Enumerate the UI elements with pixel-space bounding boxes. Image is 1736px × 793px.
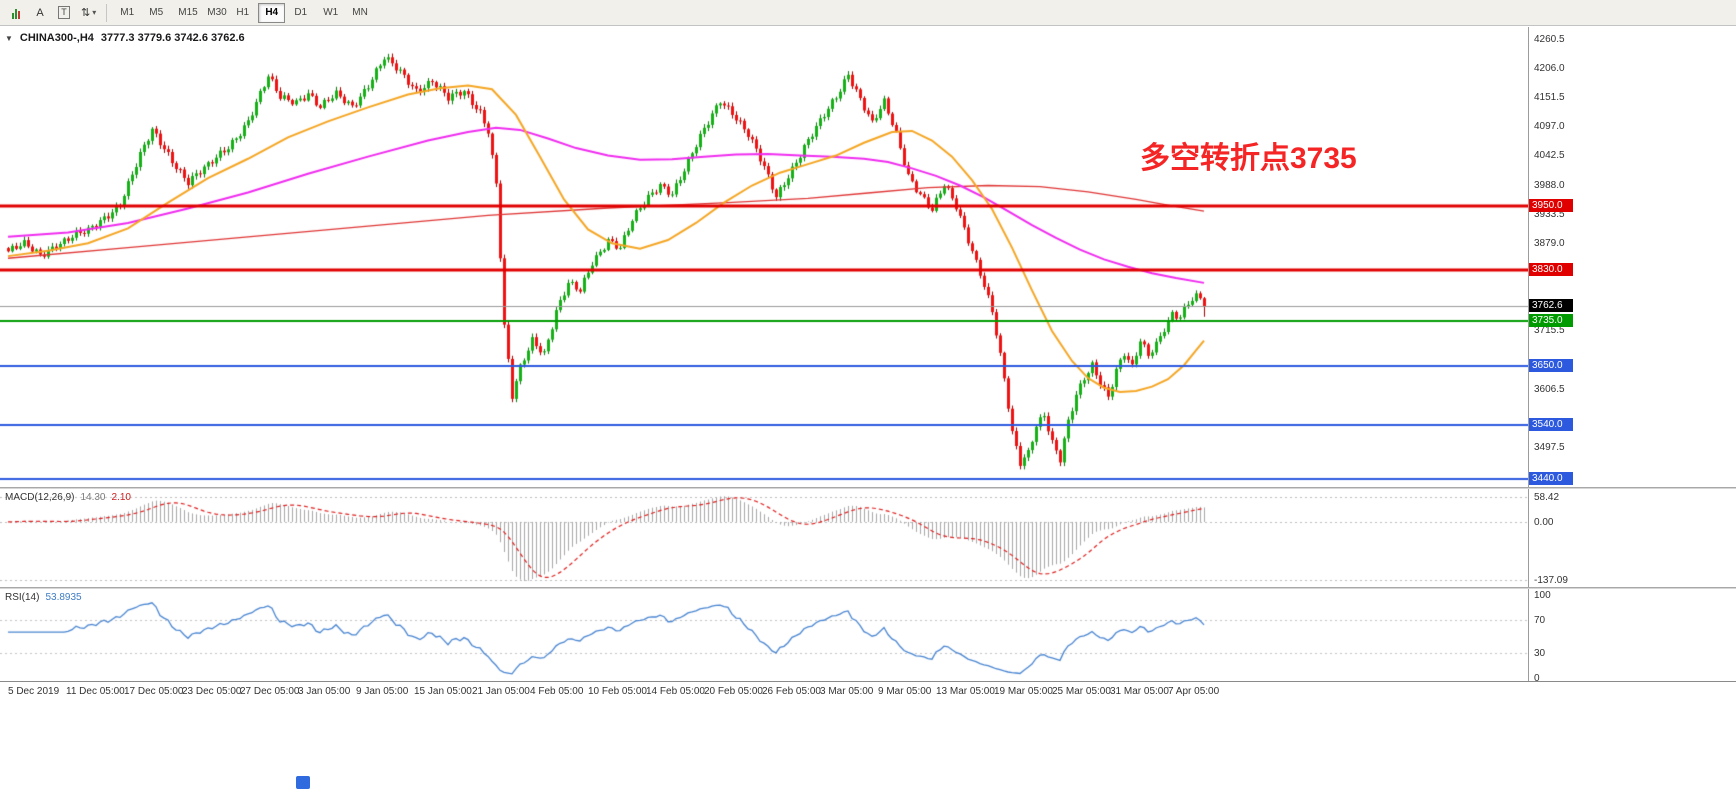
macd-signal-value: 2.10 (111, 492, 131, 503)
macd-scale: 58.42 0.00 -137.09 (1528, 489, 1735, 587)
symbol-period-label: CHINA300-,H4 (19, 32, 94, 44)
time-label: 9 Mar 05:00 (878, 686, 932, 697)
cursor-label: A (36, 6, 44, 19)
macd-label: MACD(12,26,9) (5, 492, 75, 503)
time-label: 21 Jan 05:00 (472, 686, 530, 697)
time-label: 9 Jan 05:00 (356, 686, 409, 697)
rsi-tick: 100 (1534, 589, 1551, 601)
toolbar-separator (106, 3, 108, 22)
price-tick: 3715.5 (1534, 325, 1565, 337)
time-label: 27 Dec 05:00 (240, 686, 300, 697)
time-label: 14 Feb 05:00 (646, 686, 705, 697)
rsi-tick: 30 (1534, 647, 1546, 659)
price-tick: 3988.0 (1534, 179, 1565, 191)
timeframe-button-h1[interactable]: H1 (229, 3, 256, 23)
price-tick: 3606.5 (1534, 383, 1565, 395)
price-tick: 4097.0 (1534, 121, 1565, 133)
macd-tick: 0.00 (1534, 516, 1554, 528)
bar-chart-button[interactable] (5, 3, 27, 23)
level-price-badge: 3540.0 (1529, 418, 1573, 432)
price-tick: 4042.5 (1534, 150, 1565, 162)
timeframe-button-d1[interactable]: D1 (287, 3, 314, 23)
time-label: 11 Dec 05:00 (66, 686, 125, 697)
time-label: 7 Apr 05:00 (1168, 686, 1220, 697)
price-tick: 3879.0 (1534, 237, 1565, 249)
time-axis[interactable]: 5 Dec 2019 11 Dec 05:00 17 Dec 05:00 23 Dec… (0, 681, 1736, 712)
rsi-tick: 0 (1534, 672, 1540, 684)
chevron-down-icon: ▾ (92, 8, 97, 17)
price-tick: 4206.0 (1534, 62, 1565, 74)
annotation-text: 多空转折点3735 (1140, 142, 1357, 175)
rsi-label: RSI(14) (5, 592, 40, 603)
level-price-badge: 3830.0 (1529, 263, 1573, 277)
level-price-badge: 3440.0 (1529, 471, 1573, 485)
footer-area (0, 712, 1736, 793)
time-label: 3 Mar 05:00 (820, 686, 874, 697)
price-scale[interactable]: 4260.5 4206.0 4151.5 4097.0 4042.5 3988.0 3933… (1528, 27, 1735, 487)
level-price-badge: 3735.0 (1529, 313, 1573, 327)
price-chart-panel[interactable]: ▼ CHINA300-,H4 3777.3 3779.6 3742.6 3762… (0, 27, 1736, 487)
time-label: 4 Feb 05:00 (530, 686, 584, 697)
time-label: 25 Mar 05:00 (1052, 686, 1111, 697)
bar-chart-icon (11, 7, 21, 19)
text-tool-button[interactable]: T (53, 3, 75, 23)
level-price-badge: 3650.0 (1529, 359, 1573, 373)
scale-icon: ⇅ (81, 7, 91, 19)
current-price-badge: 3762.6 (1529, 299, 1573, 313)
macd-tick: 58.42 (1534, 492, 1560, 504)
time-label: 31 Mar 05:00 (1110, 686, 1169, 697)
panel-splitter[interactable] (0, 487, 1736, 489)
rsi-scale: 100 70 30 0 (1528, 589, 1735, 684)
timeframe-button-m15[interactable]: M15 (171, 3, 198, 23)
time-label: 13 Mar 05:00 (936, 686, 995, 697)
ohlc-values: 3777.3 3779.6 3742.6 3762.6 (100, 32, 245, 44)
price-tick: 4151.5 (1534, 92, 1565, 104)
panel-splitter[interactable] (0, 587, 1736, 589)
chart-title: ▼ CHINA300-,H4 3777.3 3779.6 3742.6 3762… (5, 32, 245, 44)
timeframe-button-m5[interactable]: M5 (142, 3, 169, 23)
text-tool-icon: T (58, 6, 70, 19)
rsi-title: RSI(14) 53.8935 (5, 592, 82, 603)
toolbar: A T ⇅ ▾ M1 M5 M15 M30 H1 H4 D1 W1 MN (0, 0, 1736, 26)
price-tick: 3497.5 (1534, 441, 1565, 453)
timeframe-group: M1 M5 M15 M30 H1 H4 D1 W1 MN (112, 2, 373, 23)
timeframe-button-mn[interactable]: MN (345, 3, 372, 23)
time-label: 17 Dec 05:00 (124, 686, 184, 697)
time-label: 5 Dec 2019 (8, 686, 60, 697)
macd-main-value: 14.30 (80, 492, 106, 503)
rsi-panel[interactable]: RSI(14) 53.8935 100 70 30 0 (0, 589, 1736, 684)
timeframe-button-m1[interactable]: M1 (113, 3, 140, 23)
scale-dropdown-button[interactable]: ⇅ ▾ (77, 3, 100, 23)
level-price-badge: 3950.0 (1529, 198, 1573, 212)
price-tick: 4260.5 (1534, 33, 1565, 45)
rsi-value: 53.8935 (45, 592, 82, 603)
macd-panel[interactable]: MACD(12,26,9) 14.30 2.10 58.42 0.00 -137.0… (0, 489, 1736, 587)
timeframe-button-m30[interactable]: M30 (200, 3, 227, 23)
rsi-tick: 70 (1534, 614, 1546, 626)
time-label: 10 Feb 05:00 (588, 686, 647, 697)
time-label: 23 Dec 05:00 (182, 686, 242, 697)
price-tick: 3933.5 (1534, 208, 1565, 220)
time-label: 3 Jan 05:00 (298, 686, 351, 697)
macd-title: MACD(12,26,9) 14.30 2.10 (5, 492, 131, 503)
time-label: 26 Feb 05:00 (762, 686, 821, 697)
footer-icon (296, 776, 310, 789)
time-label: 20 Feb 05:00 (704, 686, 763, 697)
timeframe-button-h4[interactable]: H4 (258, 2, 286, 23)
macd-canvas (0, 489, 1528, 587)
cursor-button[interactable]: A (29, 3, 51, 23)
time-label: 15 Jan 05:00 (414, 686, 472, 697)
timeframe-button-w1[interactable]: W1 (316, 3, 343, 23)
time-label: 19 Mar 05:00 (994, 686, 1053, 697)
price-chart-canvas[interactable] (0, 27, 1528, 487)
macd-tick: -137.09 (1534, 574, 1568, 586)
rsi-canvas (0, 589, 1528, 681)
chart-dropdown-icon[interactable]: ▼ (5, 33, 13, 43)
